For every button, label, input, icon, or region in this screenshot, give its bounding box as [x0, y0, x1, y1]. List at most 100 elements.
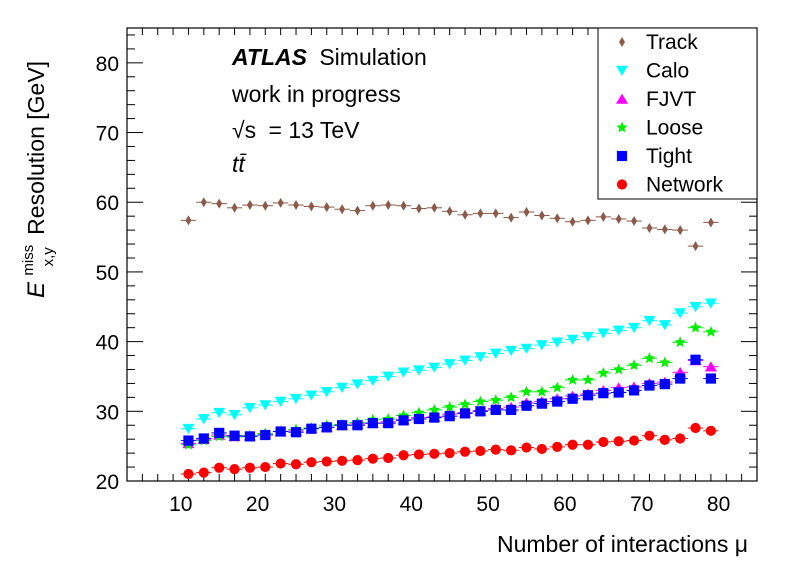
point-calo — [228, 409, 241, 421]
point-track — [707, 217, 714, 228]
point-calo — [597, 328, 610, 339]
legend-label-tight: Tight — [646, 145, 692, 168]
point-track — [385, 200, 392, 211]
point-loose — [705, 325, 717, 337]
process-label: tt̄ — [232, 151, 247, 177]
point-network — [506, 445, 517, 456]
point-calo — [397, 367, 410, 378]
point-network — [275, 458, 286, 469]
point-track — [508, 212, 515, 223]
point-network — [705, 425, 717, 436]
legend-item-loose: Loose — [616, 117, 703, 140]
point-tight — [613, 387, 624, 398]
point-loose — [520, 385, 533, 397]
point-calo — [505, 345, 518, 357]
point-track — [615, 213, 622, 224]
point-tight — [628, 385, 640, 396]
point-calo — [197, 414, 210, 425]
tick-labels: 10 20 30 40 50 60 70 80 20 30 40 50 60 70 80 — [96, 53, 731, 516]
point-track — [431, 202, 438, 213]
point-loose — [628, 359, 640, 371]
point-tight — [229, 430, 240, 441]
point-calo — [259, 400, 272, 411]
point-loose — [443, 401, 456, 412]
point-calo — [213, 407, 226, 419]
point-track — [538, 210, 545, 221]
point-loose — [659, 356, 671, 368]
point-network — [628, 435, 640, 446]
point-network — [613, 436, 624, 447]
point-track — [631, 216, 638, 227]
point-calo — [428, 362, 441, 373]
point-calo — [551, 337, 564, 348]
point-loose — [582, 373, 594, 385]
point-loose — [459, 398, 471, 410]
point-track — [462, 209, 469, 220]
point-network — [229, 464, 240, 475]
point-tight — [383, 418, 394, 429]
point-track — [369, 200, 376, 211]
point-network — [552, 441, 563, 452]
point-calo — [658, 320, 671, 331]
point-calo — [290, 393, 303, 405]
legend-marker-network — [616, 179, 628, 190]
point-calo — [305, 390, 318, 401]
point-track — [600, 211, 607, 222]
legend-label-calo: Calo — [646, 60, 689, 83]
point-network — [321, 456, 332, 467]
point-network — [444, 448, 455, 459]
point-calo — [520, 343, 533, 354]
point-tight — [675, 373, 686, 384]
atlas-label: ATLAS Simulation — [231, 44, 427, 70]
point-tight — [198, 433, 209, 444]
point-tight — [244, 431, 256, 442]
point-network — [598, 436, 609, 448]
point-track — [554, 213, 561, 224]
legend-marker-fjvt — [616, 93, 628, 104]
point-tight — [429, 412, 440, 423]
legend-item-fjvt: FJVT — [616, 88, 696, 111]
y-tick-label: 20 — [96, 471, 119, 494]
point-network — [352, 454, 363, 466]
point-tight — [598, 388, 609, 399]
x-tick-label: 30 — [323, 493, 346, 516]
point-loose — [689, 321, 702, 333]
point-calo — [643, 315, 656, 327]
legend-item-track: Track — [619, 31, 698, 54]
point-tight — [183, 435, 194, 446]
point-tight — [275, 426, 286, 437]
point-calo — [566, 334, 579, 345]
y-tick-label: 70 — [96, 123, 119, 146]
point-track — [354, 205, 361, 216]
point-track — [477, 208, 484, 219]
point-tight — [352, 420, 363, 431]
point-track — [661, 224, 668, 235]
point-calo — [474, 352, 487, 363]
x-tick-label: 50 — [476, 493, 499, 516]
point-calo — [382, 371, 395, 382]
point-network — [675, 433, 686, 444]
point-network — [459, 446, 471, 457]
point-fjvt — [704, 361, 717, 372]
point-network — [306, 457, 317, 468]
series-network — [180, 422, 719, 480]
point-tight — [644, 380, 655, 391]
point-tight — [582, 390, 594, 401]
point-network — [260, 461, 271, 473]
point-calo — [612, 325, 625, 336]
legend-marker-calo — [616, 65, 628, 76]
point-track — [216, 198, 223, 209]
point-calo — [674, 308, 687, 319]
series-track — [180, 197, 719, 252]
point-tight — [490, 404, 501, 416]
point-calo — [182, 423, 195, 435]
legend-label-fjvt: FJVT — [646, 88, 696, 111]
point-track — [692, 241, 699, 252]
point-calo — [351, 379, 364, 390]
point-network — [413, 449, 425, 460]
legend-box — [597, 27, 758, 200]
energy-label: √s = 13 TeV — [232, 117, 360, 143]
point-tight — [260, 429, 271, 441]
point-calo — [689, 301, 702, 313]
